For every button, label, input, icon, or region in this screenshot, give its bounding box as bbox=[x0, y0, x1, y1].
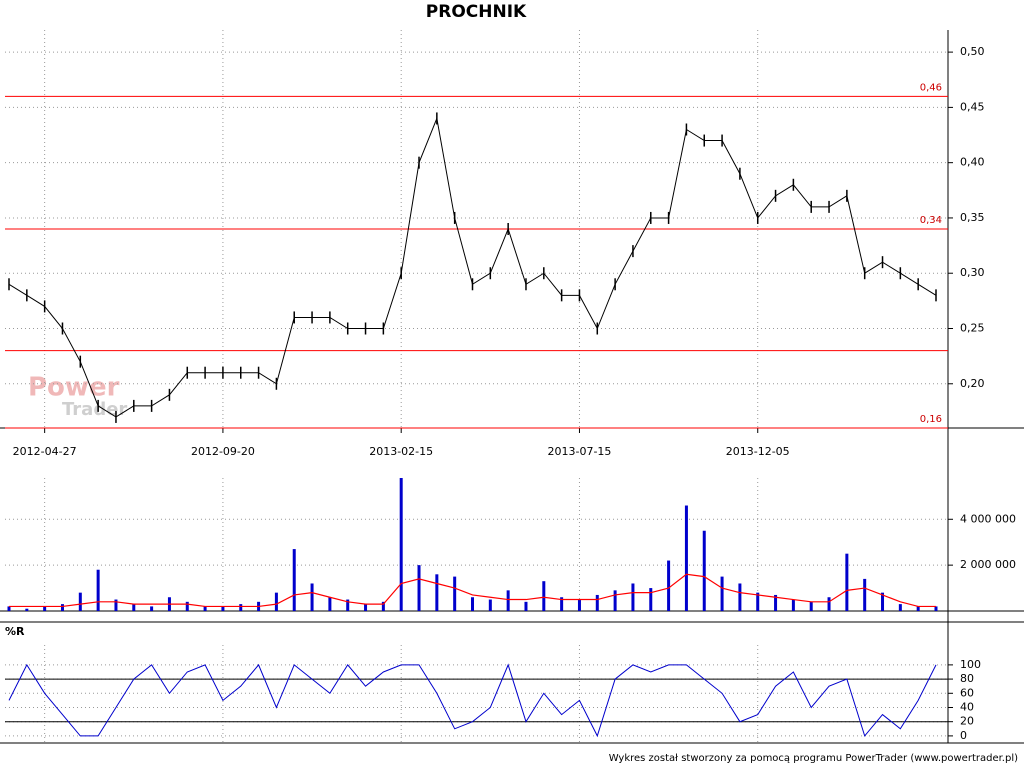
bar bbox=[114, 599, 118, 611]
watermark: Power bbox=[28, 373, 120, 403]
bar bbox=[43, 606, 47, 611]
line bbox=[9, 573, 936, 608]
x-tick-label: 2012-04-27 bbox=[13, 445, 77, 458]
bar bbox=[898, 604, 902, 611]
bar bbox=[506, 590, 510, 611]
bar bbox=[328, 597, 332, 611]
y-tick-label: 0 bbox=[960, 729, 967, 742]
bar bbox=[310, 583, 314, 611]
bar bbox=[809, 601, 813, 611]
bar bbox=[78, 592, 82, 611]
bar bbox=[96, 569, 100, 611]
line bbox=[8, 116, 937, 418]
y-tick-label: 0,40 bbox=[960, 156, 985, 169]
bar bbox=[399, 478, 403, 611]
bar bbox=[631, 583, 635, 611]
bar bbox=[381, 601, 385, 611]
y-tick-label: 0,35 bbox=[960, 211, 985, 224]
bar bbox=[881, 592, 885, 611]
x-tick-label: 2013-12-05 bbox=[726, 445, 790, 458]
footer: Wykres został stworzony za pomocą progra… bbox=[609, 753, 1018, 764]
bar bbox=[453, 576, 457, 611]
level-label: 0,46 bbox=[920, 82, 942, 93]
bar bbox=[560, 597, 564, 611]
bar bbox=[702, 530, 706, 611]
bar bbox=[774, 594, 778, 611]
bar bbox=[346, 599, 350, 611]
y-tick-label: 0,25 bbox=[960, 322, 985, 335]
bar bbox=[613, 590, 617, 611]
y-tick-label: 0,50 bbox=[960, 45, 985, 58]
bar bbox=[756, 592, 760, 611]
bar bbox=[435, 574, 439, 611]
bar bbox=[417, 565, 421, 611]
y-tick-label: 100 bbox=[960, 658, 981, 671]
bar bbox=[203, 606, 207, 611]
bar bbox=[132, 604, 136, 611]
bar bbox=[292, 549, 296, 611]
y-tick-label: 60 bbox=[960, 686, 974, 699]
bar bbox=[7, 606, 11, 611]
bar bbox=[150, 606, 154, 611]
bar bbox=[720, 576, 724, 611]
bar bbox=[845, 553, 849, 611]
bar bbox=[524, 601, 528, 611]
bar bbox=[595, 594, 599, 611]
bar bbox=[364, 604, 368, 611]
y-tick-label: 80 bbox=[960, 672, 974, 685]
line bbox=[8, 663, 937, 738]
y-tick-label: 20 bbox=[960, 715, 974, 728]
x-tick-label: 2013-07-15 bbox=[547, 445, 611, 458]
y-tick-label: 0,30 bbox=[960, 266, 985, 279]
level-label: 0,34 bbox=[920, 215, 942, 226]
bar bbox=[791, 599, 795, 611]
bar bbox=[25, 608, 29, 611]
y-tick-label: 0,45 bbox=[960, 100, 985, 113]
bar bbox=[274, 592, 278, 611]
panel-title: %R bbox=[5, 625, 25, 638]
y-tick-label: 40 bbox=[960, 700, 974, 713]
bar bbox=[863, 578, 867, 611]
bar bbox=[221, 606, 225, 611]
bar bbox=[667, 560, 671, 611]
bar bbox=[934, 606, 938, 611]
bar bbox=[239, 604, 243, 611]
bar bbox=[738, 583, 742, 611]
chart-title: PROCHNIK bbox=[426, 2, 527, 22]
bar bbox=[488, 599, 492, 611]
bar bbox=[684, 505, 688, 611]
y-tick-label: 4 000 000 bbox=[960, 512, 1016, 525]
x-tick-label: 2013-02-15 bbox=[369, 445, 433, 458]
bar bbox=[916, 606, 920, 611]
level-label: 0,16 bbox=[920, 414, 942, 425]
bar bbox=[649, 588, 653, 611]
bar bbox=[471, 597, 474, 611]
y-tick-label: 0,20 bbox=[960, 377, 985, 390]
y-tick-label: 2 000 000 bbox=[960, 558, 1016, 571]
bar bbox=[185, 601, 189, 611]
bar bbox=[577, 599, 581, 611]
watermark: Trader bbox=[62, 399, 127, 420]
bar bbox=[827, 597, 831, 611]
bar bbox=[542, 581, 546, 611]
bar bbox=[60, 604, 64, 611]
x-tick-label: 2012-09-20 bbox=[191, 445, 255, 458]
